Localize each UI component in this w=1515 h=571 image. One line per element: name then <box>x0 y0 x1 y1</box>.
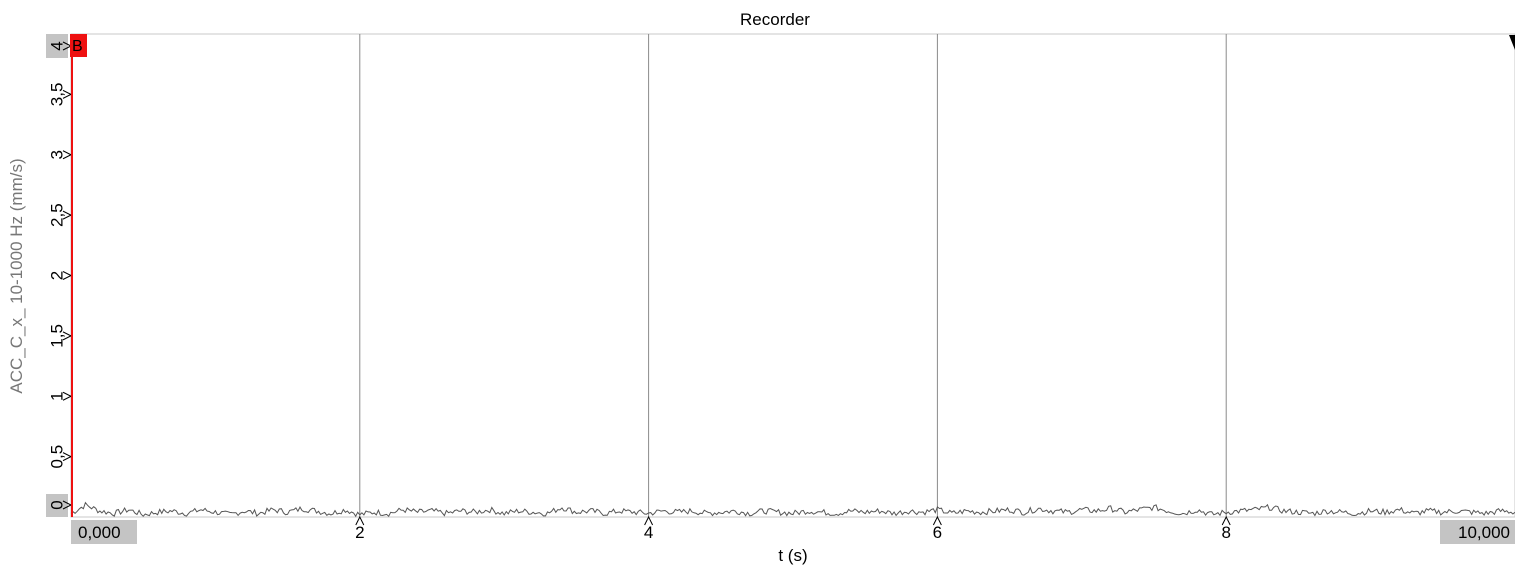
x-tick-label-3: 8 <box>1221 523 1230 542</box>
y-ticks: 0 0,5 1 1,5 2 2,5 3 3,5 4 <box>47 41 73 510</box>
y-tick-label-8: 4 <box>47 41 66 50</box>
x-tick-mark-3 <box>1221 515 1231 526</box>
y-tick-label-0: 0 <box>47 500 66 509</box>
range-start-label-bg <box>71 520 137 544</box>
scroll-corner-icon[interactable] <box>1509 35 1515 50</box>
range-end-label-bg <box>1440 520 1515 544</box>
range-start-label: 0,000 <box>78 523 121 542</box>
cursor-b-label: B <box>72 38 83 55</box>
x-tick-mark-1 <box>644 515 654 526</box>
x-tick-mark-0 <box>355 515 365 526</box>
y-tick-label-1: 0,5 <box>47 445 66 469</box>
y-tick-label-4: 2 <box>47 271 66 280</box>
y-tick-label-5: 2,5 <box>47 203 66 227</box>
x-axis-label: t (s) <box>778 546 807 565</box>
y-tick-label-6: 3 <box>47 150 66 159</box>
x-tick-label-2: 6 <box>933 523 942 542</box>
grid-lines <box>359 34 1227 517</box>
x-tick-label-1: 4 <box>644 523 653 542</box>
x-axis: 2 4 6 8 0,000 10,000 t (s) <box>71 515 1515 565</box>
cursor-b-label-bg <box>70 34 87 57</box>
range-end-label: 10,000 <box>1458 523 1510 542</box>
plot-border <box>70 33 1515 518</box>
y-axis-max-label-bg <box>46 34 68 58</box>
cursor-b[interactable]: B <box>70 34 87 517</box>
x-tick-mark-2 <box>932 515 942 526</box>
x-tick-label-0: 2 <box>355 523 364 542</box>
range-end-marker[interactable]: 10,000 <box>1440 520 1515 544</box>
y-tick-label-3: 1,5 <box>47 324 66 348</box>
chart-title: Recorder <box>740 10 810 29</box>
y-axis-label: ACC_C_x_ 10-1000 Hz (mm/s) <box>7 158 26 393</box>
y-tick-label-7: 3,5 <box>47 83 66 107</box>
x-ticks: 2 4 6 8 <box>355 515 1231 542</box>
plot-area[interactable] <box>70 33 1515 518</box>
y-axis: 0 0,5 1 1,5 2 2,5 3 3,5 4 ACC_C_x_ 10-1000 Hz (m… <box>7 34 73 517</box>
y-axis-min-label-bg <box>46 494 68 517</box>
y-tick-label-2: 1 <box>47 392 66 401</box>
signal-line <box>70 501 1515 518</box>
range-start-marker[interactable]: 0,000 <box>71 520 137 544</box>
